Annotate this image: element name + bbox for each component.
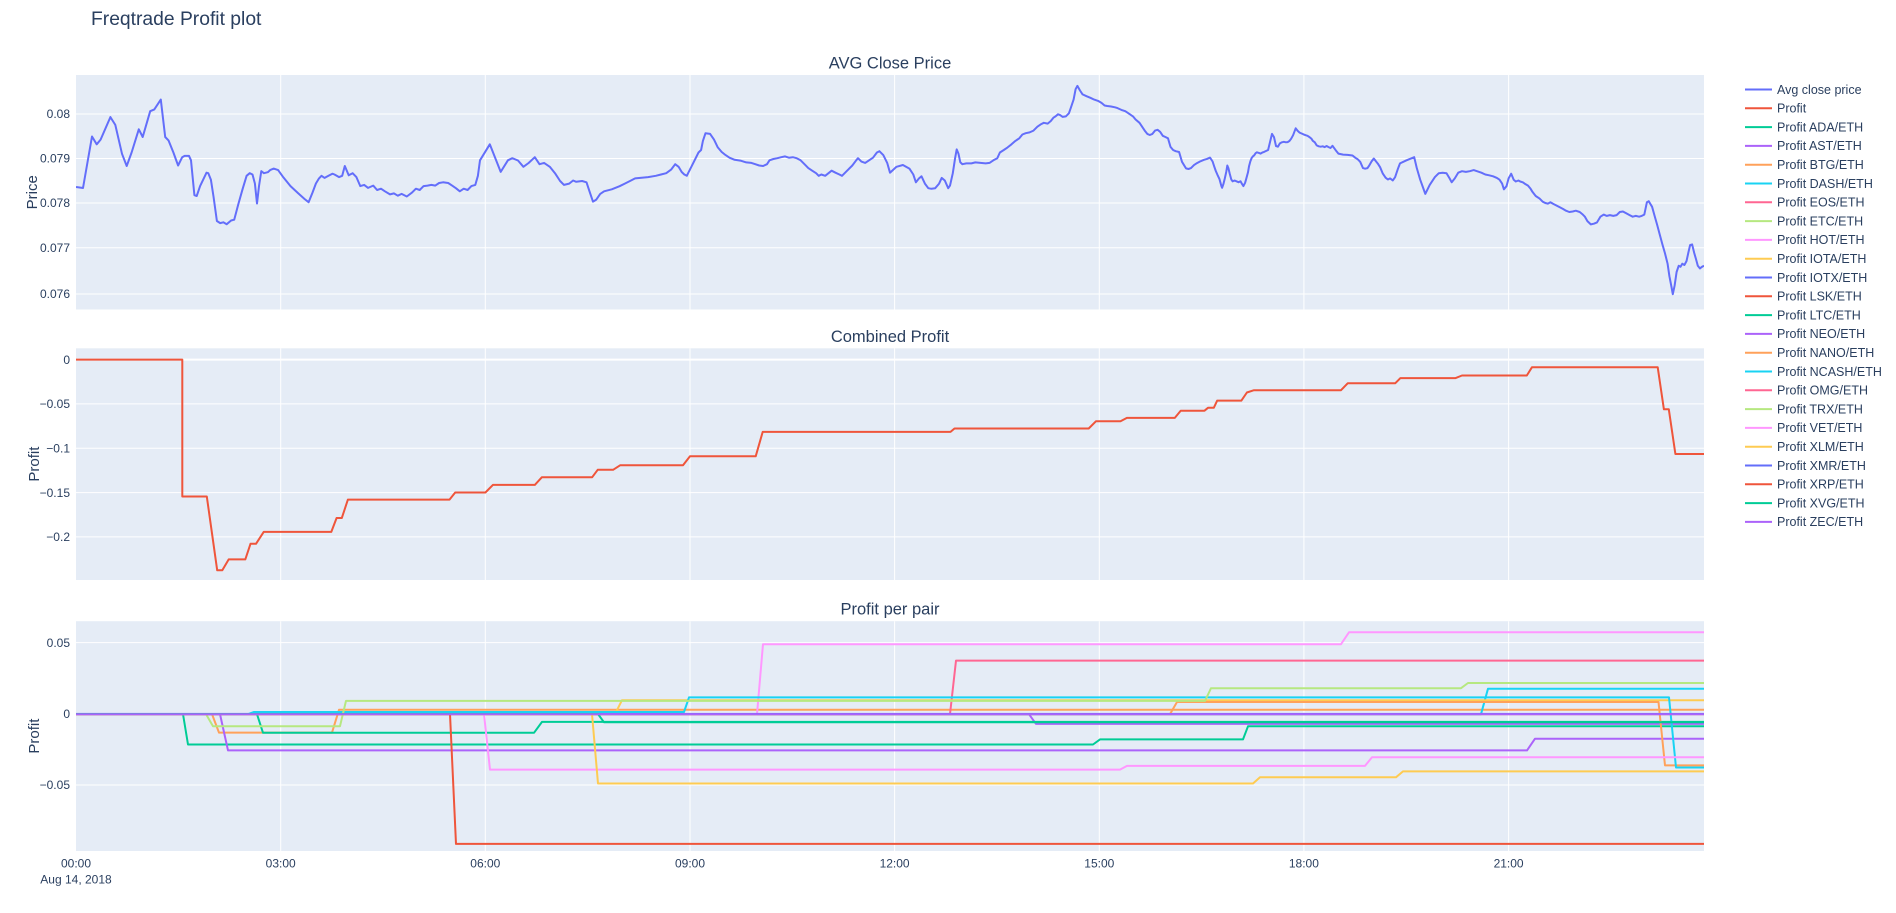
svg-text:Price: Price xyxy=(24,175,41,209)
svg-text:Profit LSK/ETH: Profit LSK/ETH xyxy=(1777,290,1862,304)
svg-text:−0.1: −0.1 xyxy=(46,442,70,456)
svg-text:0.079: 0.079 xyxy=(40,152,70,166)
svg-text:15:00: 15:00 xyxy=(1084,857,1114,871)
svg-text:Combined Profit: Combined Profit xyxy=(831,328,950,346)
svg-text:Profit VET/ETH: Profit VET/ETH xyxy=(1777,421,1862,435)
svg-text:Profit HOT/ETH: Profit HOT/ETH xyxy=(1777,233,1865,247)
svg-text:00:00: 00:00 xyxy=(61,857,91,871)
svg-text:Avg close price: Avg close price xyxy=(1777,83,1862,97)
svg-text:21:00: 21:00 xyxy=(1494,857,1524,871)
svg-text:Profit XLM/ETH: Profit XLM/ETH xyxy=(1777,440,1864,454)
svg-text:−0.05: −0.05 xyxy=(40,397,71,411)
svg-text:0: 0 xyxy=(63,707,70,721)
svg-text:Profit ADA/ETH: Profit ADA/ETH xyxy=(1777,120,1863,134)
svg-text:−0.05: −0.05 xyxy=(40,778,71,792)
svg-text:Freqtrade Profit plot: Freqtrade Profit plot xyxy=(91,9,262,30)
svg-text:Profit ETC/ETH: Profit ETC/ETH xyxy=(1777,214,1863,228)
svg-text:Profit BTG/ETH: Profit BTG/ETH xyxy=(1777,158,1864,172)
svg-text:0: 0 xyxy=(63,353,70,367)
svg-text:Profit LTC/ETH: Profit LTC/ETH xyxy=(1777,308,1861,322)
svg-text:Profit NANO/ETH: Profit NANO/ETH xyxy=(1777,346,1874,360)
svg-text:AVG Close Price: AVG Close Price xyxy=(829,55,952,73)
svg-text:Profit XVG/ETH: Profit XVG/ETH xyxy=(1777,496,1865,510)
svg-text:Profit XMR/ETH: Profit XMR/ETH xyxy=(1777,459,1866,473)
svg-text:06:00: 06:00 xyxy=(470,857,500,871)
svg-text:Profit AST/ETH: Profit AST/ETH xyxy=(1777,139,1862,153)
svg-text:Profit TRX/ETH: Profit TRX/ETH xyxy=(1777,402,1863,416)
svg-text:0.076: 0.076 xyxy=(40,287,70,301)
svg-text:0.077: 0.077 xyxy=(40,241,70,255)
svg-text:−0.2: −0.2 xyxy=(46,530,70,544)
svg-text:03:00: 03:00 xyxy=(266,857,296,871)
svg-text:Profit IOTA/ETH: Profit IOTA/ETH xyxy=(1777,252,1866,266)
svg-text:Profit OMG/ETH: Profit OMG/ETH xyxy=(1777,384,1868,398)
svg-text:Profit DASH/ETH: Profit DASH/ETH xyxy=(1777,177,1873,191)
svg-text:Profit NCASH/ETH: Profit NCASH/ETH xyxy=(1777,365,1882,379)
svg-text:Profit IOTX/ETH: Profit IOTX/ETH xyxy=(1777,271,1867,285)
svg-text:Profit: Profit xyxy=(26,718,43,754)
svg-text:Profit ZEC/ETH: Profit ZEC/ETH xyxy=(1777,515,1863,529)
svg-text:0.08: 0.08 xyxy=(47,107,71,121)
svg-text:18:00: 18:00 xyxy=(1289,857,1319,871)
svg-text:Profit EOS/ETH: Profit EOS/ETH xyxy=(1777,196,1865,210)
svg-text:Profit per pair: Profit per pair xyxy=(840,601,940,619)
svg-text:Profit: Profit xyxy=(26,446,43,482)
svg-text:Profit: Profit xyxy=(1777,102,1807,116)
svg-text:12:00: 12:00 xyxy=(880,857,910,871)
svg-text:09:00: 09:00 xyxy=(675,857,705,871)
svg-text:0.078: 0.078 xyxy=(40,196,70,210)
svg-text:Profit NEO/ETH: Profit NEO/ETH xyxy=(1777,327,1865,341)
svg-text:Profit XRP/ETH: Profit XRP/ETH xyxy=(1777,478,1864,492)
svg-text:−0.15: −0.15 xyxy=(40,486,71,500)
svg-text:0.05: 0.05 xyxy=(47,636,71,650)
svg-text:Aug 14, 2018: Aug 14, 2018 xyxy=(40,873,112,887)
